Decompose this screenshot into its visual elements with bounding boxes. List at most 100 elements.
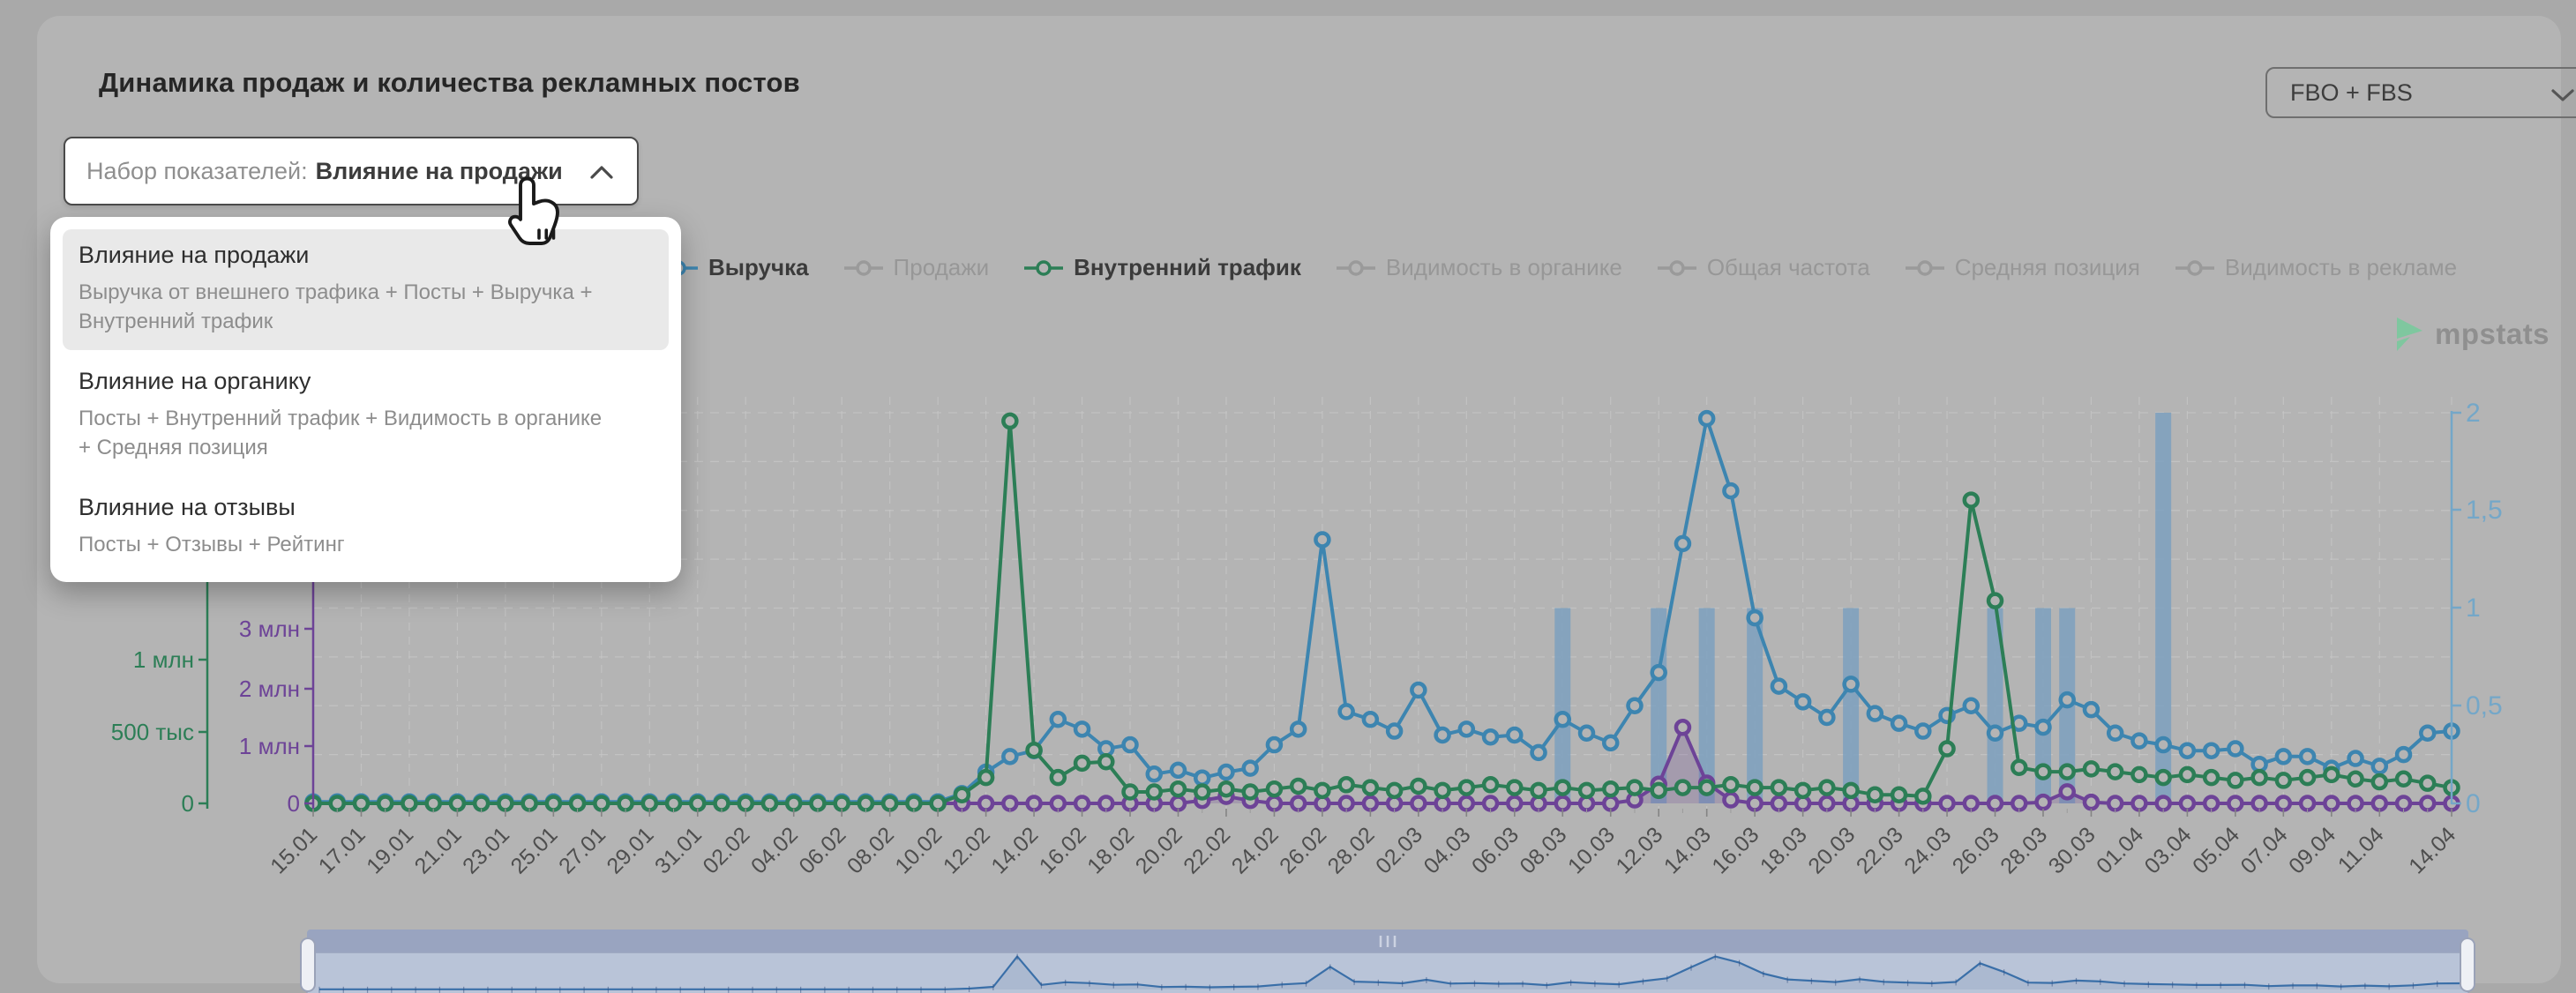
svg-text:26.02: 26.02: [1275, 822, 1331, 878]
svg-text:14.02: 14.02: [986, 822, 1043, 878]
legend-item-7[interactable]: Видимость в рекламе: [2175, 254, 2457, 281]
legend-marker-icon: [1024, 259, 1064, 276]
svg-text:23.01: 23.01: [458, 822, 514, 878]
svg-text:12.03: 12.03: [1611, 822, 1667, 878]
svg-text:14.03: 14.03: [1659, 822, 1716, 878]
svg-text:19.01: 19.01: [362, 822, 418, 878]
svg-text:29.01: 29.01: [603, 822, 659, 878]
svg-text:24.03: 24.03: [1899, 822, 1956, 878]
legend-item-label: Внутренний трафик: [1074, 254, 1301, 280]
metrics-dropdown-trigger[interactable]: Набор показателей: Влияние на продажи: [64, 137, 639, 205]
svg-text:26.03: 26.03: [1948, 822, 2004, 878]
svg-text:0,5: 0,5: [2466, 691, 2503, 720]
fulfillment-select-value: FBO + FBS: [2290, 78, 2413, 106]
chart-canvas[interactable]: 1 млн 500 тыс 0 3 млн 2 млн 1 млн 0 2 1,5 1 0,5 0 15…: [37, 16, 2576, 993]
svg-text:3 млн: 3 млн: [239, 616, 300, 642]
brush-handle-left[interactable]: [300, 937, 316, 992]
svg-text:08.02: 08.02: [842, 822, 899, 878]
legend-marker-icon: [1905, 259, 1944, 276]
brush-handle-right[interactable]: [2460, 937, 2475, 992]
dropdown-option-title: Влияние на продажи: [79, 242, 310, 268]
svg-text:05.04: 05.04: [2188, 822, 2244, 878]
brush-slider[interactable]: [306, 930, 2469, 993]
svg-text:10.02: 10.02: [890, 822, 947, 878]
legend-marker-icon: [1336, 259, 1375, 276]
chart-legend: Выручка Продажи Внутренний трафик Видимость…: [659, 254, 2457, 281]
chevron-up-icon: [590, 166, 613, 179]
dropdown-option-title: Влияние на отзывы: [79, 494, 296, 521]
dropdown-option-1[interactable]: Влияние на продажи Выручка от внешнего тр…: [63, 229, 669, 351]
legend-item-label: Продажи: [893, 254, 990, 280]
legend-item-label: Видимость в органике: [1385, 254, 1622, 280]
svg-text:0: 0: [182, 790, 194, 817]
svg-text:16.03: 16.03: [1707, 822, 1764, 878]
fulfillment-select[interactable]: FBO + FBS: [2265, 67, 2576, 118]
svg-text:22.02: 22.02: [1179, 822, 1235, 878]
svg-text:27.01: 27.01: [554, 822, 610, 878]
svg-text:16.02: 16.02: [1035, 822, 1091, 878]
svg-text:09.04: 09.04: [2284, 822, 2340, 878]
svg-text:10.03: 10.03: [1563, 822, 1620, 878]
legend-item-5[interactable]: Общая частота: [1657, 254, 1870, 281]
dropdown-option-description: Посты + Внутренний трафик + Видимость в …: [79, 407, 603, 460]
legend-marker-icon: [1657, 259, 1696, 276]
legend-item-2[interactable]: Продажи: [843, 254, 990, 281]
svg-text:14.04: 14.04: [2404, 822, 2460, 878]
svg-text:22.03: 22.03: [1852, 822, 1908, 878]
metrics-dropdown-label: Набор показателей:: [86, 157, 308, 184]
dropdown-option-2[interactable]: Влияние на органику Посты + Внутренний тр…: [63, 355, 669, 476]
mpstats-watermark-text: mpstats: [2435, 317, 2550, 350]
svg-text:06.03: 06.03: [1467, 822, 1524, 878]
dropdown-option-description: Посты + Отзывы + Рейтинг: [79, 533, 345, 557]
svg-text:28.02: 28.02: [1323, 822, 1380, 878]
svg-text:18.02: 18.02: [1082, 822, 1139, 878]
svg-text:1,5: 1,5: [2466, 496, 2503, 525]
mpstats-watermark: mpstats: [2394, 316, 2550, 353]
svg-text:06.02: 06.02: [794, 822, 850, 878]
svg-text:08.03: 08.03: [1515, 822, 1571, 878]
dropdown-option-description: Выручка от внешнего трафика + Посты + Вы…: [79, 280, 593, 334]
metrics-dropdown-selected-value: Влияние на продажи: [315, 157, 563, 184]
svg-text:18.03: 18.03: [1756, 822, 1812, 878]
svg-text:07.04: 07.04: [2236, 822, 2293, 878]
dropdown-option-3[interactable]: Влияние на отзывы Посты + Отзывы + Рейтин…: [63, 482, 669, 573]
svg-text:28.03: 28.03: [1996, 822, 2052, 878]
svg-text:25.01: 25.01: [506, 822, 563, 878]
chevron-down-icon: [2551, 89, 2574, 101]
svg-text:03.04: 03.04: [2140, 822, 2197, 878]
legend-item-label: Выручка: [708, 254, 809, 280]
legend-item-1[interactable]: Выручка: [659, 254, 809, 281]
svg-text:15.01: 15.01: [266, 822, 322, 878]
svg-text:11.04: 11.04: [2333, 822, 2389, 877]
svg-text:0: 0: [288, 790, 300, 817]
svg-text:1 млн: 1 млн: [133, 646, 194, 673]
dropdown-option-title: Влияние на органику: [79, 368, 311, 395]
legend-item-3[interactable]: Внутренний трафик: [1024, 254, 1301, 281]
svg-text:2 млн: 2 млн: [239, 676, 300, 702]
svg-text:1: 1: [2466, 594, 2481, 623]
svg-text:20.02: 20.02: [1131, 822, 1187, 878]
mpstats-logo-icon: [2397, 317, 2422, 351]
svg-text:21.01: 21.01: [410, 822, 467, 878]
legend-item-6[interactable]: Средняя позиция: [1905, 254, 2140, 281]
legend-item-4[interactable]: Видимость в органике: [1336, 254, 1622, 281]
svg-text:24.02: 24.02: [1227, 822, 1284, 878]
svg-text:02.02: 02.02: [698, 822, 754, 878]
legend-marker-icon: [843, 259, 883, 276]
svg-text:1 млн: 1 млн: [239, 733, 300, 759]
svg-text:01.04: 01.04: [2092, 822, 2148, 878]
legend-item-label: Средняя позиция: [1954, 254, 2140, 280]
svg-text:20.03: 20.03: [1803, 822, 1860, 878]
svg-text:2: 2: [2466, 399, 2481, 428]
legend-item-label: Видимость в рекламе: [2224, 254, 2458, 280]
svg-text:500 тыс: 500 тыс: [111, 719, 194, 745]
svg-text:02.03: 02.03: [1371, 822, 1427, 878]
page-title: Динамика продаж и количества рекламных п…: [99, 67, 800, 98]
svg-text:0: 0: [2466, 789, 2481, 818]
svg-text:30.03: 30.03: [2044, 822, 2100, 878]
legend-item-label: Общая частота: [1706, 254, 1870, 280]
svg-text:04.03: 04.03: [1419, 822, 1476, 878]
legend-marker-icon: [2175, 259, 2214, 276]
svg-text:17.01: 17.01: [314, 822, 371, 878]
